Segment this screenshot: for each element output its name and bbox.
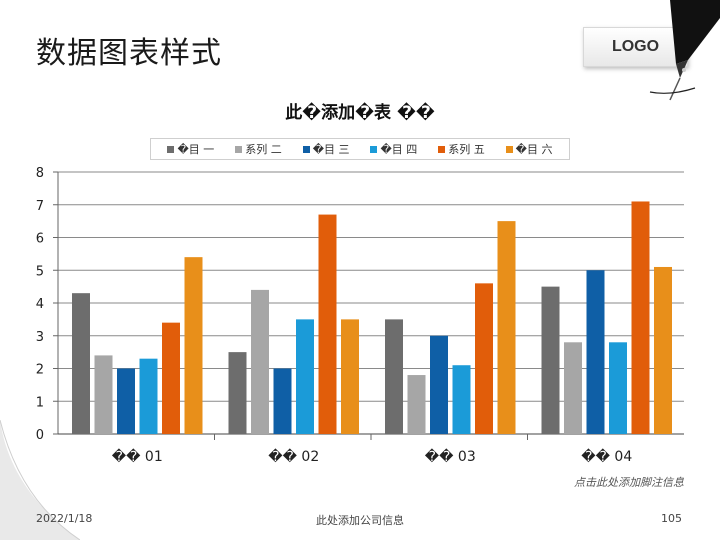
legend-item: �目 一: [167, 141, 214, 157]
y-tick-label: 5: [36, 264, 44, 279]
legend-swatch: [370, 145, 378, 153]
bar: [564, 342, 582, 434]
y-tick-label: 0: [36, 428, 44, 443]
y-tick-label: 2: [36, 363, 44, 378]
x-tick-label: �� 01: [112, 448, 163, 465]
page-title: 数据图表样式: [36, 36, 222, 71]
legend-label: 系列 五: [448, 143, 485, 156]
bar: [541, 286, 560, 434]
legend-label: 系列 二: [245, 143, 282, 156]
bar: [475, 283, 493, 434]
legend-swatch: [438, 145, 446, 153]
legend-label: �目 三: [312, 143, 350, 156]
legend-item: �目 三: [302, 141, 350, 157]
bar: [430, 335, 448, 434]
bar: [273, 368, 292, 434]
legend-item: �目 六: [505, 141, 553, 157]
bar: [139, 358, 158, 434]
y-tick-label: 3: [36, 330, 44, 345]
legend-label: �目 四: [380, 143, 418, 156]
y-tick-label: 4: [36, 297, 44, 312]
legend-item: 系列 二: [235, 141, 282, 157]
fountain-pen-icon: [649, 0, 720, 101]
chart-legend: �目 一 系列 二 �目 三 �目 四 系列 五 �目 六: [150, 138, 570, 160]
chart-footnote: 点击此处添加脚注信息: [574, 476, 684, 489]
bar: [631, 201, 650, 434]
bar: [162, 322, 180, 434]
bar: [72, 293, 90, 434]
bar: [117, 368, 135, 434]
bar: [609, 342, 627, 434]
bar: [452, 365, 471, 434]
legend-label: �目 一: [177, 143, 215, 156]
legend-item: �目 四: [370, 141, 417, 157]
x-tick-label: �� 04: [581, 448, 632, 465]
bar: [586, 270, 605, 434]
legend-item: 系列 五: [438, 141, 485, 157]
bar: [407, 375, 426, 434]
legend-swatch: [505, 145, 513, 153]
bar: [318, 214, 337, 434]
legend-swatch: [167, 145, 175, 153]
bar: [341, 319, 359, 434]
x-tick-label: �� 03: [425, 448, 476, 465]
bar: [184, 257, 203, 434]
bar: [296, 319, 314, 434]
bar: [251, 289, 269, 434]
legend-label: �目 六: [515, 143, 553, 156]
legend-swatch: [235, 145, 243, 153]
bar: [497, 221, 516, 434]
y-tick-label: 7: [36, 199, 44, 214]
bar: [385, 319, 403, 434]
footer-company: 此处添加公司信息: [316, 514, 404, 527]
bar: [94, 355, 113, 434]
bar: [654, 266, 672, 434]
bar: [228, 352, 247, 434]
page-number: 105: [661, 512, 682, 525]
y-tick-label: 8: [36, 166, 44, 181]
logo: LOGO: [583, 27, 688, 67]
x-tick-label: �� 02: [268, 448, 319, 465]
y-tick-label: 6: [36, 232, 44, 247]
legend-swatch: [302, 145, 310, 153]
page-curl-decoration: [0, 420, 80, 540]
y-tick-label: 1: [36, 395, 44, 410]
chart-title: 此�添加�表 ��: [285, 103, 435, 123]
footer-date: 2022/1/18: [36, 512, 93, 525]
